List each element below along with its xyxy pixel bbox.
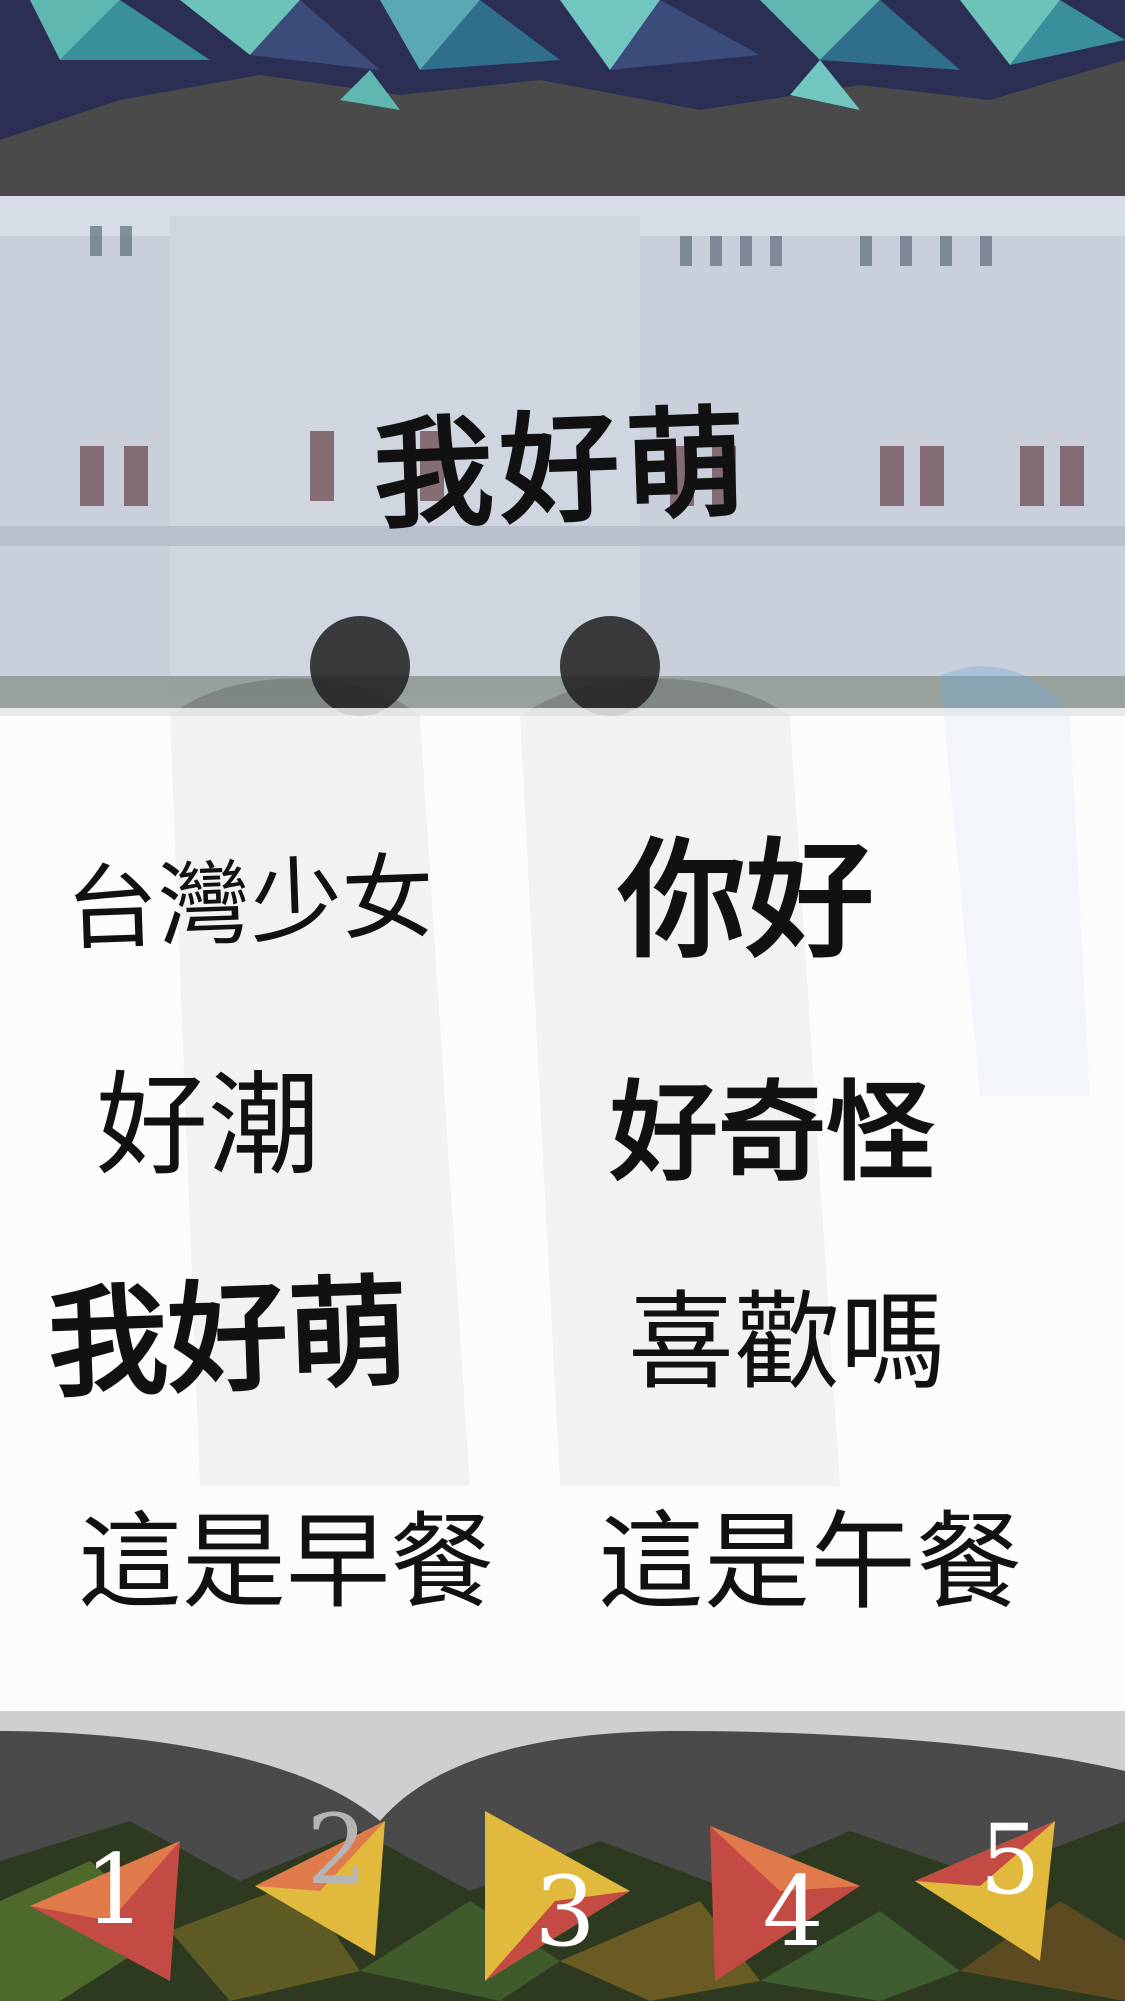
sticker-taiwan-girl[interactable]: 台灣少女: [64, 843, 436, 964]
page-2-button[interactable]: 2: [262, 1760, 412, 1940]
page-4-label: 4: [762, 1856, 824, 1968]
sticker-so-trendy[interactable]: 好潮: [96, 1061, 320, 1191]
page-1-label: 1: [84, 1834, 146, 1946]
page-3-label: 3: [534, 1856, 596, 1968]
sticker-panel: [0, 708, 1125, 1711]
sticker-hello[interactable]: 你好: [618, 827, 875, 976]
bottom-decoration: [0, 1711, 1125, 2001]
top-header: [0, 0, 1125, 196]
page-3-button[interactable]: 3: [490, 1822, 640, 2001]
sticker-this-is-lunch[interactable]: 這是午餐: [598, 1501, 1022, 1624]
sticker-im-so-cute[interactable]: 我好萌: [45, 1263, 411, 1416]
bottom-bar: [0, 1711, 1125, 2001]
sticker-do-you-like-it[interactable]: 喜歡嗎: [628, 1281, 946, 1404]
page-5-label: 5: [979, 1804, 1041, 1916]
page-4-button[interactable]: 4: [718, 1822, 868, 2001]
sticker-this-is-breakfast[interactable]: 這是早餐: [78, 1501, 495, 1623]
geometric-banner: [0, 0, 1125, 196]
page-5-button[interactable]: 5: [935, 1770, 1085, 1950]
page-2-label: 2: [306, 1794, 368, 1906]
sticker-so-weird[interactable]: 好奇怪: [610, 1071, 935, 1196]
page-1-button[interactable]: 1: [40, 1800, 190, 1980]
